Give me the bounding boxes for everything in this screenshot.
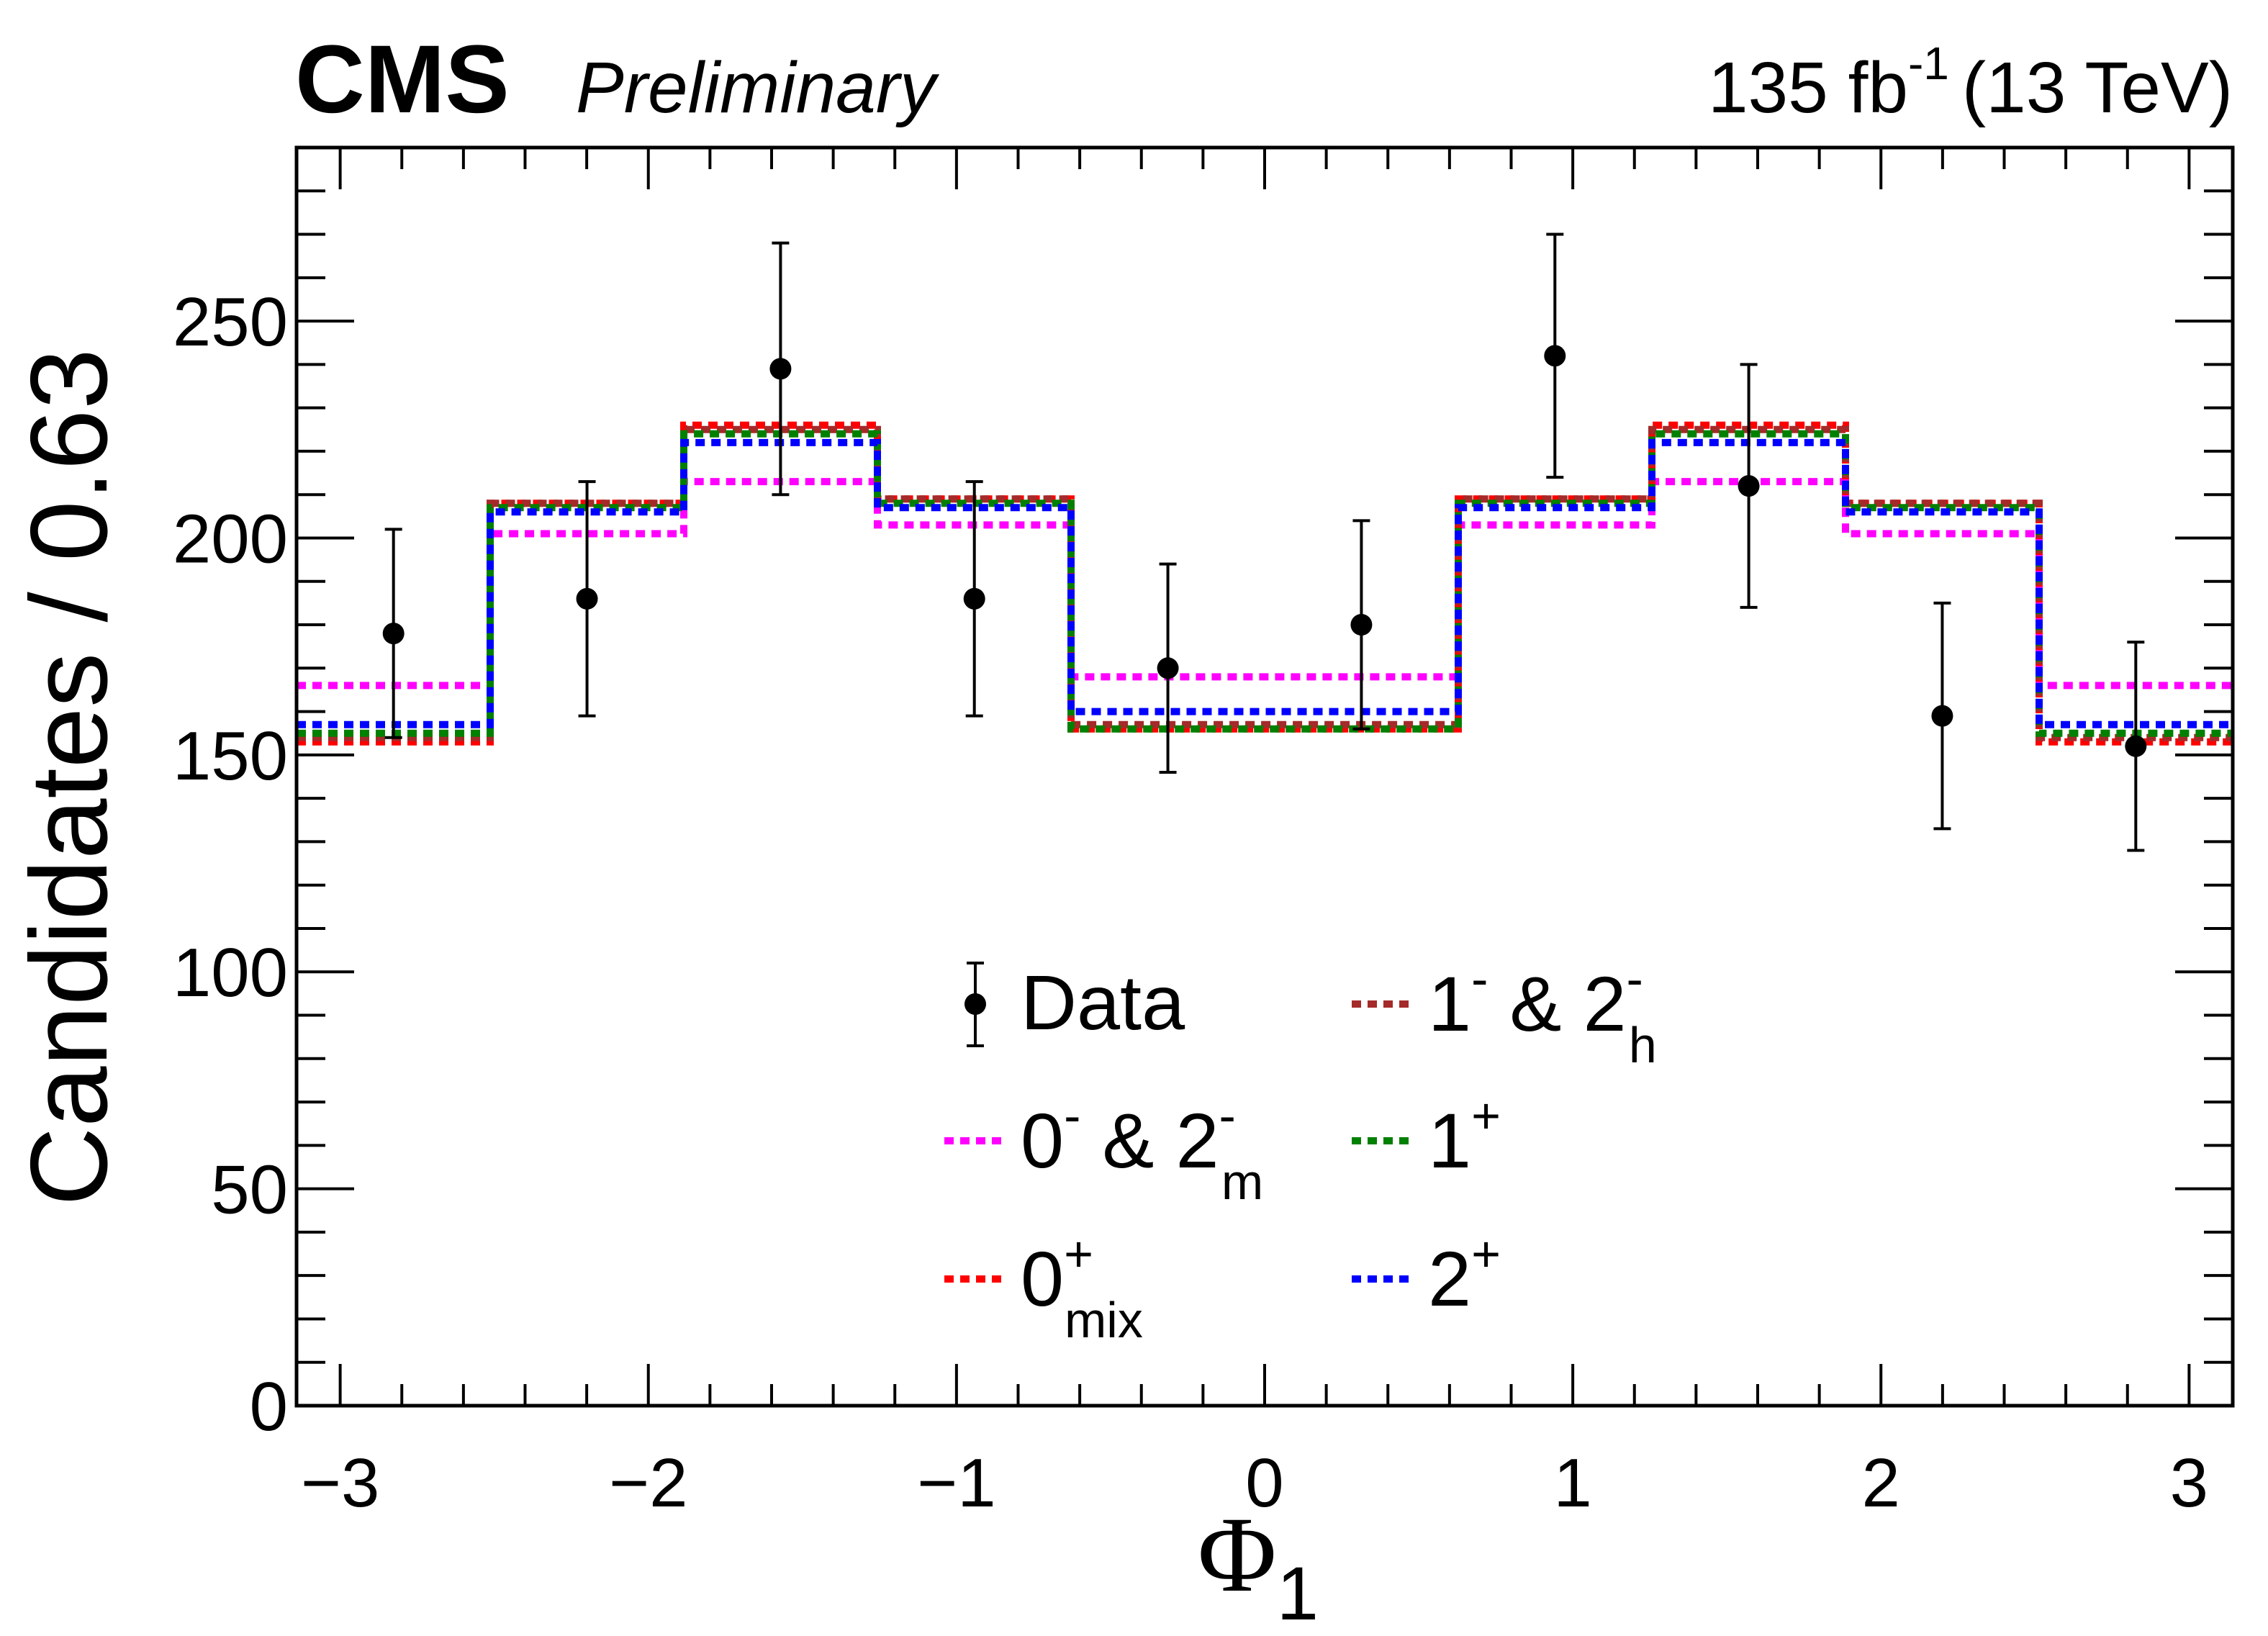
y-tick-label: 50 [211, 1152, 288, 1229]
legend-entry-1m-2h: 1- & 2-h [1352, 951, 1657, 1073]
legend-0m-2m-label: 0- & 2-m [1021, 1088, 1263, 1210]
data-layer [382, 232, 2147, 852]
x-tick-label: −2 [609, 1445, 687, 1522]
legend-1p-label: 1+ [1428, 1088, 1501, 1184]
status-label: Preliminary [576, 48, 940, 128]
data-point [1350, 614, 1373, 636]
x-axis-symbol: Φ [1198, 1495, 1277, 1614]
data-point [382, 623, 405, 645]
y-tick-label: 150 [173, 718, 288, 795]
ticks-layer: −3 −2 −1 0 1 2 3 0 50 100 150 200 250 [173, 146, 2233, 1522]
legend-data-label: Data [1021, 959, 1185, 1046]
data-point [1544, 345, 1566, 367]
data-point [1931, 705, 1953, 727]
lumi-exponent: -1 [1908, 37, 1949, 89]
data-point [2125, 735, 2147, 757]
legend-entry-2p: 2+ [1352, 1226, 1501, 1322]
legend-entry-0m-2m: 0- & 2-m [944, 1088, 1263, 1210]
legend-entry-data: Data [964, 959, 1185, 1047]
legend-entry-0p-mix: 0+ mix [944, 1226, 1143, 1348]
series-layer [297, 421, 2233, 746]
x-tick-label: 1 [1553, 1445, 1591, 1522]
y-tick-label: 250 [173, 284, 288, 361]
experiment-label: CMS [295, 26, 510, 133]
legend-data-marker [964, 993, 986, 1015]
plot-frame [294, 145, 2235, 1408]
data-point [963, 587, 985, 610]
x-tick-label: −3 [301, 1445, 379, 1522]
legend-0p-mix-label: 0+ mix [1021, 1226, 1143, 1348]
legend-1m-2h-label: 1- & 2-h [1428, 951, 1657, 1073]
y-tick-label: 200 [173, 500, 288, 577]
lumi-label: 135 fb-1 (13 TeV) [1708, 37, 2233, 128]
data-point [1738, 475, 1760, 497]
legend-entry-1p: 1+ [1352, 1088, 1501, 1184]
x-tick-label: 3 [2170, 1445, 2208, 1522]
y-axis-label: Candidates / 0.63 [8, 348, 130, 1206]
y-tick-label: 100 [173, 934, 288, 1011]
x-tick-label: 0 [1245, 1445, 1283, 1522]
x-tick-label: −1 [917, 1445, 995, 1522]
x-tick-label: 2 [1862, 1445, 1900, 1522]
data-point [576, 587, 598, 610]
x-axis-label: Φ1 [1198, 1495, 1319, 1636]
data-point [769, 358, 792, 380]
legend: Data 0- & 2-m 0+ mix 1- & 2-h 1+ [944, 951, 1657, 1348]
legend-2p-label: 2+ [1428, 1226, 1501, 1322]
lumi-value: 135 fb [1708, 48, 1908, 128]
x-axis-subscript: 1 [1277, 1552, 1319, 1636]
y-tick-label: 0 [250, 1368, 288, 1445]
data-point [1157, 657, 1179, 679]
energy-label: (13 TeV) [1962, 48, 2233, 128]
histogram-series-0 [297, 478, 2233, 690]
